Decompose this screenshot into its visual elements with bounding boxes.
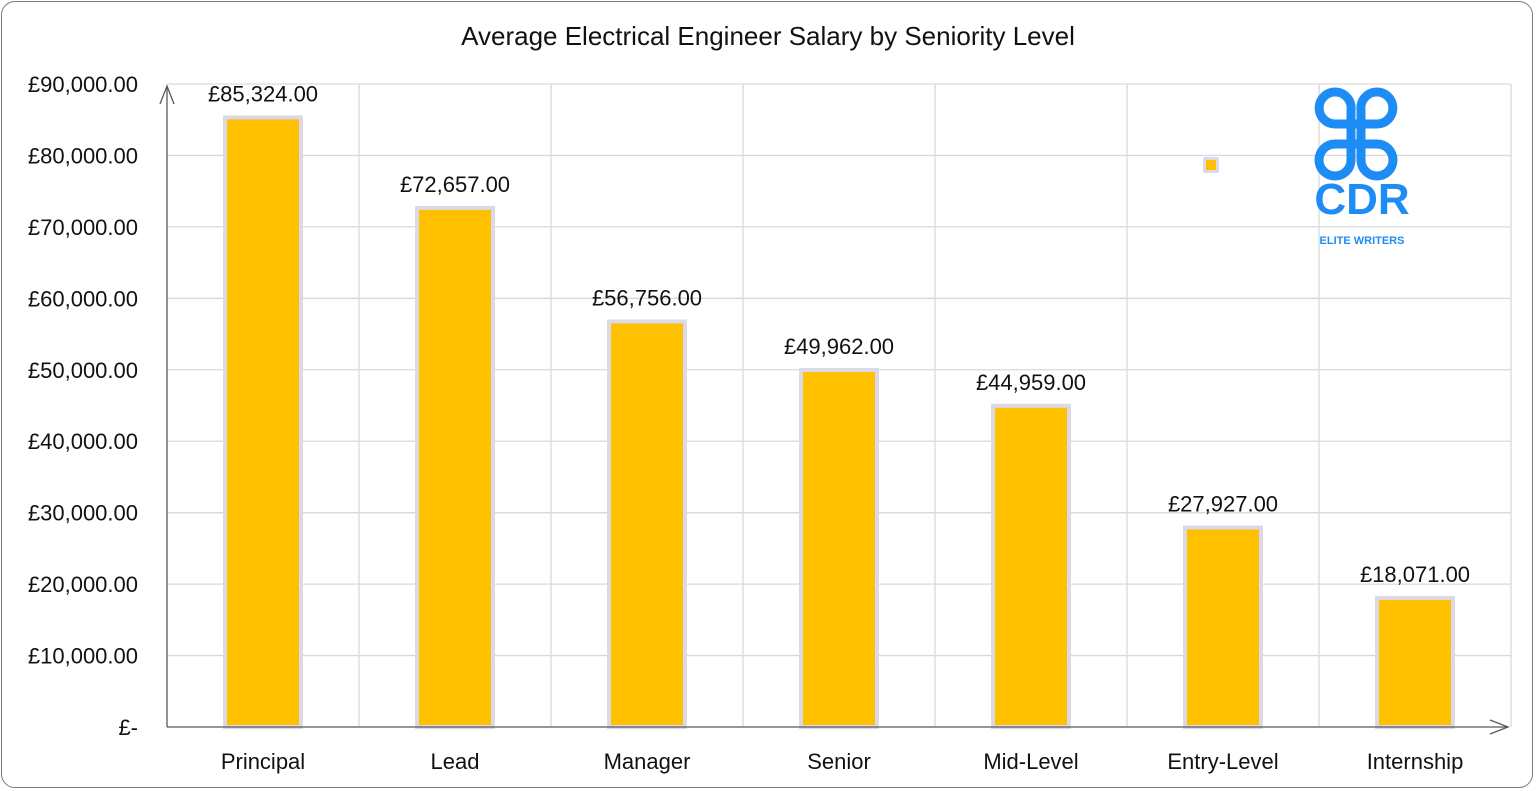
x-axis-arrow-icon (1489, 719, 1510, 735)
y-tick-label: £60,000.00 (28, 286, 138, 311)
cdr-logo: CDR ELITE WRITERS (1314, 87, 1410, 247)
logo-sub-text: ELITE WRITERS (1320, 235, 1405, 247)
y-axis-arrow-icon (159, 84, 175, 105)
gridlines (167, 83, 1512, 727)
bar-senior (799, 368, 879, 729)
x-tick-label: Senior (807, 749, 871, 774)
logo-main-text: CDR (1314, 175, 1409, 224)
y-tick-label: £50,000.00 (28, 358, 138, 383)
y-tick-label: £90,000.00 (28, 72, 138, 97)
x-tick-label: Lead (431, 749, 480, 774)
data-label: £44,959.00 (976, 370, 1086, 395)
bar-internship (1375, 595, 1455, 730)
y-tick-label: £70,000.00 (28, 215, 138, 240)
y-tick-label: £40,000.00 (28, 429, 138, 454)
y-tick-label: £- (118, 715, 138, 740)
y-tick-label: £20,000.00 (28, 572, 138, 597)
x-tick-label: Internship (1367, 749, 1464, 774)
bar-entry-level (1183, 525, 1263, 730)
data-label: £72,657.00 (400, 172, 510, 197)
data-label: £56,756.00 (592, 286, 702, 311)
bars (223, 115, 1455, 730)
data-label: £85,324.00 (208, 81, 318, 106)
x-tick-label: Principal (221, 749, 305, 774)
x-tick-label: Manager (604, 749, 691, 774)
chart-title: Average Electrical Engineer Salary by Se… (461, 21, 1075, 51)
y-tick-label: £10,000.00 (28, 644, 138, 669)
bar-mid-level (991, 403, 1071, 729)
data-label: £18,071.00 (1360, 562, 1470, 587)
command-icon (1314, 87, 1398, 181)
legend-marker (1206, 160, 1216, 170)
data-label: £49,962.00 (784, 334, 894, 359)
y-tick-label: £30,000.00 (28, 501, 138, 526)
y-tick-label: £80,000.00 (28, 143, 138, 168)
axes (159, 84, 1510, 735)
data-label: £27,927.00 (1168, 491, 1278, 516)
bar-manager (607, 319, 687, 729)
x-tick-label: Entry-Level (1167, 749, 1278, 774)
x-tick-label: Mid-Level (983, 749, 1078, 774)
bar-principal (223, 115, 303, 730)
bar-lead (415, 205, 495, 729)
labels: £- £10,000.00 £20,000.00 £30,000.00 £40,000.… (28, 72, 1470, 774)
